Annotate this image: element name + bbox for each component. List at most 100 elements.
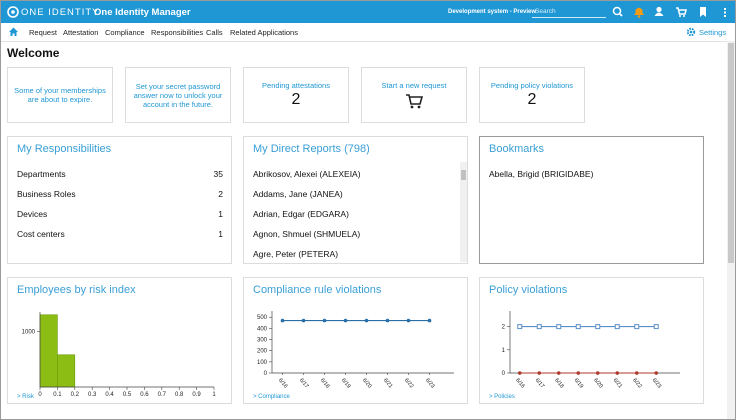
x-tick-label: 6/16 — [514, 377, 525, 389]
search-icon[interactable] — [612, 6, 623, 17]
point — [280, 318, 285, 323]
x-tick-label: 6/17 — [534, 377, 545, 389]
row-label[interactable]: Cost centers — [17, 229, 65, 239]
point — [615, 371, 620, 375]
point — [385, 318, 390, 323]
bar — [57, 354, 76, 388]
report-item[interactable]: Abrikosov, Alexei (ALEXEIA) — [253, 169, 361, 179]
point — [517, 371, 522, 375]
tile[interactable]: Set your secret password answer now to u… — [125, 67, 231, 123]
report-item[interactable]: Agre, Peter (PETERA) — [253, 249, 339, 259]
notifications-icon[interactable] — [634, 7, 644, 18]
chart-link[interactable]: > Policies — [489, 394, 515, 400]
search-box[interactable]: Search — [532, 5, 606, 18]
x-tick-label: 6/19 — [573, 377, 584, 389]
bookmark-item[interactable]: Abella, Brigid (BRIGIDABE) — [489, 169, 594, 179]
row-count: 1 — [218, 229, 223, 239]
direct-reports-panel: My Direct Reports (798) Abrikosov, Alexe… — [243, 136, 468, 264]
logo-icon — [7, 6, 19, 18]
report-item[interactable]: Adrian, Edgar (EDGARA) — [253, 209, 349, 219]
y-tick-label: 100 — [257, 360, 268, 366]
y-tick-label: 1000 — [22, 329, 36, 335]
point — [634, 371, 639, 375]
nav-item[interactable]: Compliance — [105, 28, 145, 37]
tile-title: Set your secret password answer now to u… — [133, 81, 223, 109]
tile[interactable]: Pending policy violations 2 — [479, 67, 585, 123]
panel-title: My Direct Reports (798) — [253, 143, 370, 155]
tile-count: 2 — [527, 90, 537, 108]
product-name: One Identity Manager — [94, 7, 191, 18]
report-item[interactable]: Addams, Jane (JANEA) — [253, 189, 343, 199]
bookmarks-panel: Bookmarks Abella, Brigid (BRIGIDABE) — [479, 136, 704, 264]
scrollbar[interactable] — [460, 162, 467, 262]
x-tick-label: 6/18 — [553, 377, 564, 389]
page-scroll-thumb[interactable] — [728, 43, 734, 263]
x-tick-label: 6/22 — [631, 377, 642, 389]
point — [427, 318, 432, 323]
x-tick-label: 6/20 — [592, 377, 603, 389]
x-tick-label: 6/20 — [361, 377, 372, 389]
report-item[interactable]: Agnon, Shmuel (SHMUELA) — [253, 229, 361, 239]
system-name: Development system - Preview — [448, 9, 537, 15]
y-tick-label: 200 — [257, 349, 268, 355]
x-tick-label: 0.4 — [105, 392, 114, 398]
nav-item[interactable]: Request — [29, 28, 57, 37]
chart-link[interactable]: > Compliance — [253, 394, 290, 400]
chart-panel: Policy violations > Policies 0 1 2 6/16 6/17 6/… — [479, 277, 704, 404]
point — [653, 324, 659, 330]
panel-title: My Responsibilities — [17, 143, 112, 155]
nav-item[interactable]: Attestation — [63, 28, 99, 37]
page-scrollbar[interactable] — [727, 41, 735, 419]
settings-link[interactable]: Settings — [699, 28, 727, 37]
chart-panel: Compliance rule violations > Compliance 0 1… — [243, 277, 468, 404]
cart-icon[interactable] — [676, 7, 687, 17]
chart-link[interactable]: > Risk — [17, 394, 34, 400]
point — [595, 371, 600, 375]
x-tick-label: 6/23 — [651, 377, 662, 389]
tile-title: Start a new request — [381, 81, 447, 90]
x-tick-label: 6/21 — [612, 377, 623, 389]
brand: ONE IDENTITY — [21, 7, 100, 18]
x-tick-label: 6/19 — [340, 377, 351, 389]
chart: 0 1 2 6/16 6/17 6/18 6/19 6/20 6/21 6/22 6/23 — [502, 311, 680, 389]
menu-icon[interactable] — [724, 8, 726, 17]
chart: 1000 0 0.1 0.2 0.3 0.4 0.5 0.6 0.7 0.8 0.9 1 — [22, 312, 216, 398]
point — [406, 318, 411, 323]
nav-item[interactable]: Calls — [206, 28, 223, 37]
nav-item[interactable]: Responsibilities — [151, 28, 204, 37]
tile[interactable]: Some of your memberships are about to ex… — [7, 67, 113, 123]
x-tick-label: 6/18 — [319, 377, 330, 389]
point — [322, 318, 327, 323]
y-tick-label: 0 — [502, 371, 506, 377]
row-count: 35 — [213, 169, 223, 179]
row-label[interactable]: Business Roles — [17, 189, 76, 199]
scroll-thumb[interactable] — [461, 170, 466, 180]
tile[interactable]: Start a new request — [361, 67, 467, 123]
x-tick-label: 0.3 — [88, 392, 97, 398]
point — [575, 324, 581, 330]
chart: 0 100 200 300 400 500 6/16 6/17 6/18 6/19 6/20 6/21… — [257, 311, 454, 389]
bookmark-icon[interactable] — [700, 7, 706, 17]
tile[interactable]: Pending attestations 2 — [243, 67, 349, 123]
row-label[interactable]: Devices — [17, 209, 48, 219]
page-title: Welcome — [7, 46, 60, 60]
y-tick-label: 400 — [257, 326, 268, 332]
point — [634, 324, 640, 330]
cart-body — [406, 94, 423, 105]
x-tick-label: 0.6 — [140, 392, 149, 398]
x-tick-label: 6/23 — [424, 377, 435, 389]
x-tick-label: 0.5 — [123, 392, 132, 398]
point — [654, 371, 659, 375]
chart-panel: Employees by risk index > Risk 1000 0 0.1 0.2… — [7, 277, 232, 404]
row-label[interactable]: Departments — [17, 169, 66, 179]
tile-title: Pending attestations — [262, 80, 330, 90]
user-icon[interactable] — [654, 6, 664, 16]
row-count: 1 — [218, 209, 223, 219]
settings-icon[interactable] — [686, 27, 696, 37]
y-tick-label: 0 — [264, 371, 268, 377]
nav-item[interactable]: Related Applications — [230, 28, 298, 37]
y-tick-label: 500 — [257, 315, 268, 321]
x-tick-label: 0 — [38, 392, 42, 398]
home-icon[interactable] — [8, 26, 19, 37]
cart-wheel — [410, 105, 414, 109]
